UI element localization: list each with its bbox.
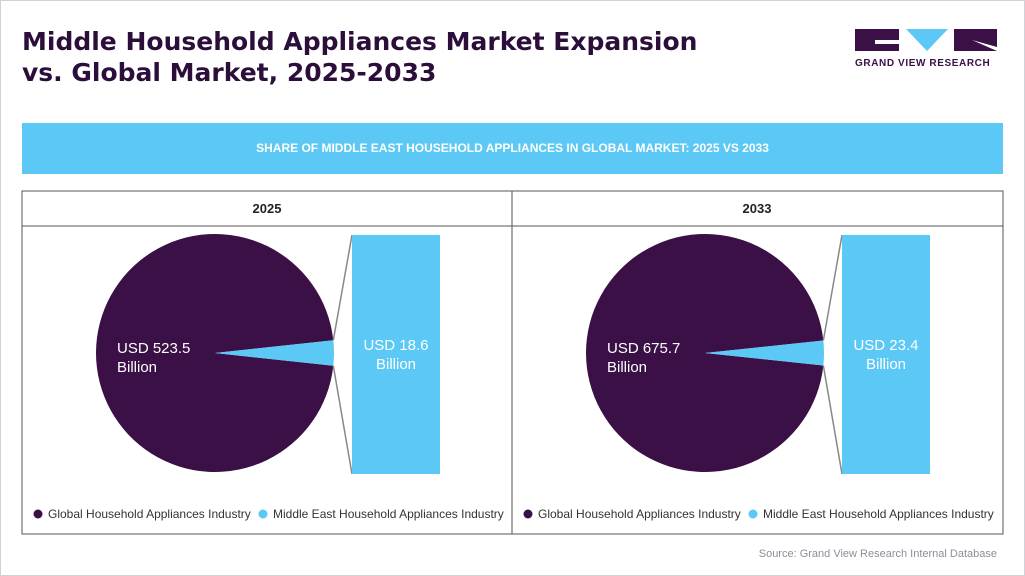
pie-slice (96, 234, 334, 473)
legend-swatch (748, 509, 758, 519)
logo (855, 29, 997, 51)
detail-bar (352, 235, 440, 474)
pie-slice (586, 234, 824, 473)
panel-title: 2033 (743, 201, 772, 216)
legend-label: Middle East Household Appliances Industr… (763, 507, 994, 521)
detail-bar (842, 235, 930, 474)
legend-swatch (523, 509, 533, 519)
legend-label: Global Household Appliances Industry (538, 507, 741, 521)
banner: SHARE OF MIDDLE EAST HOUSEHOLD APPLIANCE… (22, 123, 1003, 174)
value-label: USD 675.7 Billion (607, 340, 681, 376)
legend-swatch (33, 509, 43, 519)
legend-label: Middle East Household Appliances Industr… (273, 507, 504, 521)
logo-text: GRAND VIEW RESEARCH (855, 58, 991, 69)
page-title: Middle Household Appliances Market Expan… (22, 27, 698, 87)
connector (822, 234, 843, 341)
pie-slice (215, 340, 334, 366)
panel-title: 2025 (253, 201, 282, 216)
source: Source: Grand View Research Internal Dat… (758, 548, 997, 560)
legend-swatch (258, 509, 268, 519)
value-label: USD 18.6 Billion (363, 337, 429, 373)
connector (332, 234, 353, 341)
legend-label: Global Household Appliances Industry (48, 507, 251, 521)
value-label: USD 523.5 Billion (117, 340, 191, 376)
value-label: USD 23.4 Billion (853, 337, 919, 373)
pie-slice (705, 340, 825, 366)
connector (332, 365, 353, 475)
connector (822, 365, 843, 475)
